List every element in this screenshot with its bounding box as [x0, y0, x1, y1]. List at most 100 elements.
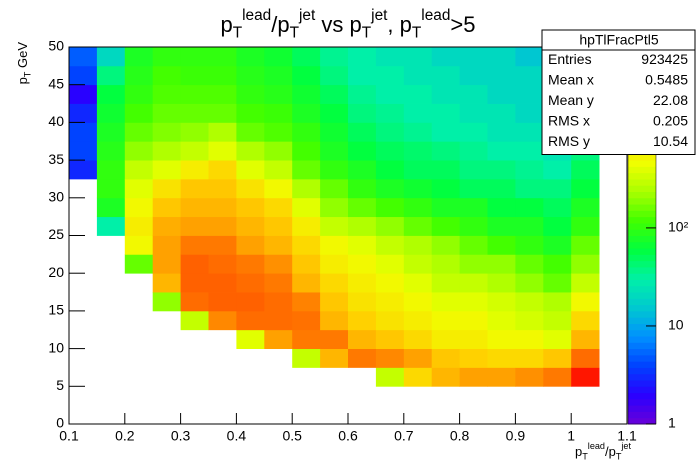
heat-cell [124, 197, 154, 218]
stats-value: 22.08 [653, 92, 688, 108]
heat-cell [292, 122, 321, 142]
palette-step [628, 153, 656, 161]
heat-cell [403, 310, 433, 331]
heat-cell [403, 367, 433, 387]
heat-cell [236, 65, 265, 86]
heat-cell [543, 367, 572, 387]
heat-cell [375, 310, 405, 331]
heat-cell [515, 141, 544, 161]
heat-cell [403, 84, 433, 104]
heat-cell [515, 178, 544, 199]
heat-cell [515, 348, 544, 368]
text-part: /p [605, 444, 616, 459]
x-tick-label: 0.9 [506, 428, 526, 444]
heat-cell [375, 103, 405, 123]
heat-cell [403, 47, 433, 67]
heat-cell [208, 122, 237, 142]
heat-cell [459, 348, 488, 368]
heat-cell [236, 235, 265, 255]
palette-step [628, 160, 656, 167]
heat-cell [69, 103, 98, 123]
palette-step [628, 292, 656, 299]
heat-cell [236, 47, 265, 67]
palette-step [628, 185, 656, 193]
palette-step [628, 405, 656, 412]
heat-cell [320, 141, 349, 161]
heat-cell [320, 329, 349, 349]
heat-cell [180, 273, 209, 293]
heat-cell [320, 254, 349, 274]
heat-cell [348, 254, 377, 274]
heat-cell [180, 160, 209, 180]
text-part: /p [271, 12, 289, 37]
heat-cell [292, 47, 321, 67]
heat-cell [152, 292, 181, 312]
heat-cell [96, 178, 126, 199]
heat-cell [264, 292, 293, 312]
palette-step [628, 273, 656, 280]
heat-cell [69, 141, 98, 161]
heat-cell [348, 47, 377, 67]
heat-cell [543, 197, 572, 218]
heat-cell [320, 47, 349, 67]
heat-cell [152, 216, 181, 236]
heat-cell [403, 178, 433, 199]
heat-cell [292, 273, 321, 293]
heat-cell [264, 310, 293, 331]
heat-cell [348, 160, 377, 180]
stats-label: Entries [548, 51, 592, 67]
heat-cell [459, 216, 488, 236]
heat-cell [459, 292, 488, 312]
text-part: p [220, 12, 232, 37]
heat-cell [459, 235, 488, 255]
heat-cell [403, 65, 433, 86]
heat-cell [69, 47, 98, 67]
heat-cell [487, 292, 516, 312]
heat-cell [375, 273, 405, 293]
heat-cell [180, 47, 209, 67]
heat-cell [543, 216, 572, 236]
heat-cell [292, 348, 321, 368]
heat-cell [375, 84, 405, 104]
heat-cell [543, 235, 572, 255]
heat-cell [124, 235, 154, 255]
text-part: T [233, 25, 243, 42]
heat-cell [459, 329, 488, 349]
y-tick-label: 45 [48, 75, 64, 91]
heat-cell [459, 65, 488, 86]
palette-step [628, 386, 656, 394]
heat-cell [431, 160, 460, 180]
palette-step [628, 367, 656, 375]
heat-cell [487, 178, 516, 199]
rich-text: pT GeV [15, 42, 33, 85]
heat-cell [515, 122, 544, 142]
heat-cell [571, 367, 600, 387]
heat-cell [292, 292, 321, 312]
heat-cell [431, 254, 460, 274]
heat-cell [124, 254, 154, 274]
heat-cell [487, 329, 516, 349]
heat-cell [431, 103, 460, 123]
heat-cell [515, 216, 544, 236]
rich-text: pTlead/pTjet vs pTjet, pTlead>5 [220, 7, 475, 42]
palette-step [628, 373, 656, 381]
heat-cell [208, 273, 237, 293]
stats-label: Mean y [548, 92, 594, 108]
y-tick-label: 30 [48, 189, 64, 205]
heat-cell [180, 84, 209, 104]
heat-cell [543, 292, 572, 312]
heat-cell [571, 197, 600, 218]
heat-cell [515, 84, 544, 104]
heat-cell [320, 65, 349, 86]
heat-cell [264, 254, 293, 274]
heat-cell [264, 160, 293, 180]
heat-cell [431, 292, 460, 312]
heat-cell [459, 254, 488, 274]
heat-cell [236, 103, 265, 123]
heat-cell [571, 310, 600, 331]
stats-label: RMS y [548, 133, 590, 149]
heat-cell [515, 197, 544, 218]
heat-cell [208, 235, 237, 255]
heat-cell [487, 103, 516, 123]
heat-cell [487, 197, 516, 218]
